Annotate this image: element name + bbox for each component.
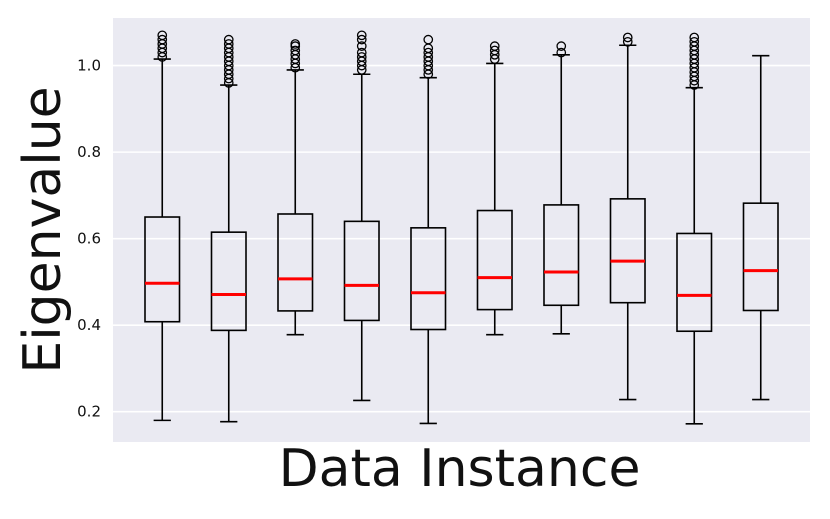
outlier-point: [356, 30, 367, 41]
box-group: [410, 34, 447, 425]
outlier-point: [157, 30, 168, 41]
iqr-box: [343, 220, 380, 322]
y-tick-label: 0.4: [77, 316, 101, 334]
y-tick-label: 0.8: [77, 143, 101, 161]
iqr-box: [210, 231, 247, 332]
y-axis-title: Eigenvalue: [13, 86, 73, 373]
outlier-point: [223, 34, 234, 45]
iqr-box: [543, 204, 580, 307]
boxes: [144, 30, 779, 425]
iqr-box: [676, 232, 713, 333]
box-group: [543, 41, 580, 335]
outlier-point: [356, 47, 367, 58]
y-tick-label: 0.6: [77, 230, 101, 248]
outlier-point: [489, 45, 500, 56]
box-group: [476, 41, 513, 336]
outlier-point: [356, 52, 367, 62]
iqr-box: [144, 216, 181, 323]
outlier-point: [622, 32, 633, 43]
iqr-box: [277, 213, 314, 312]
box-group: [676, 32, 713, 425]
box-group: [144, 30, 181, 422]
outlier-point: [157, 34, 168, 45]
outlier-point: [423, 47, 434, 58]
outlier-point: [689, 32, 700, 43]
outlier-point: [290, 39, 301, 49]
iqr-box: [742, 202, 779, 312]
outlier-point: [290, 45, 301, 56]
iqr-box: [476, 209, 513, 311]
plot-background: [113, 18, 810, 442]
iqr-box: [609, 198, 646, 304]
y-tick-labels: 0.2 0.4 0.6 0.8 1.0: [77, 57, 101, 421]
outlier-point: [356, 41, 367, 51]
outlier-point: [689, 36, 700, 47]
box-group: [609, 32, 646, 401]
outlier-point: [556, 47, 567, 58]
outlier-point: [423, 34, 434, 45]
box-group: [343, 30, 380, 402]
outlier-point: [622, 36, 633, 47]
outlier-point: [223, 39, 234, 49]
iqr-box: [410, 227, 447, 331]
y-tick-label: 0.2: [77, 403, 101, 421]
y-tick-label: 1.0: [77, 57, 101, 75]
outlier-point: [356, 34, 367, 45]
outlier-point: [489, 41, 500, 51]
x-axis-title: Data Instance: [279, 439, 641, 499]
box-group: [210, 34, 247, 423]
box-group: [277, 39, 314, 336]
outlier-point: [556, 41, 567, 51]
box-group: [742, 54, 779, 401]
